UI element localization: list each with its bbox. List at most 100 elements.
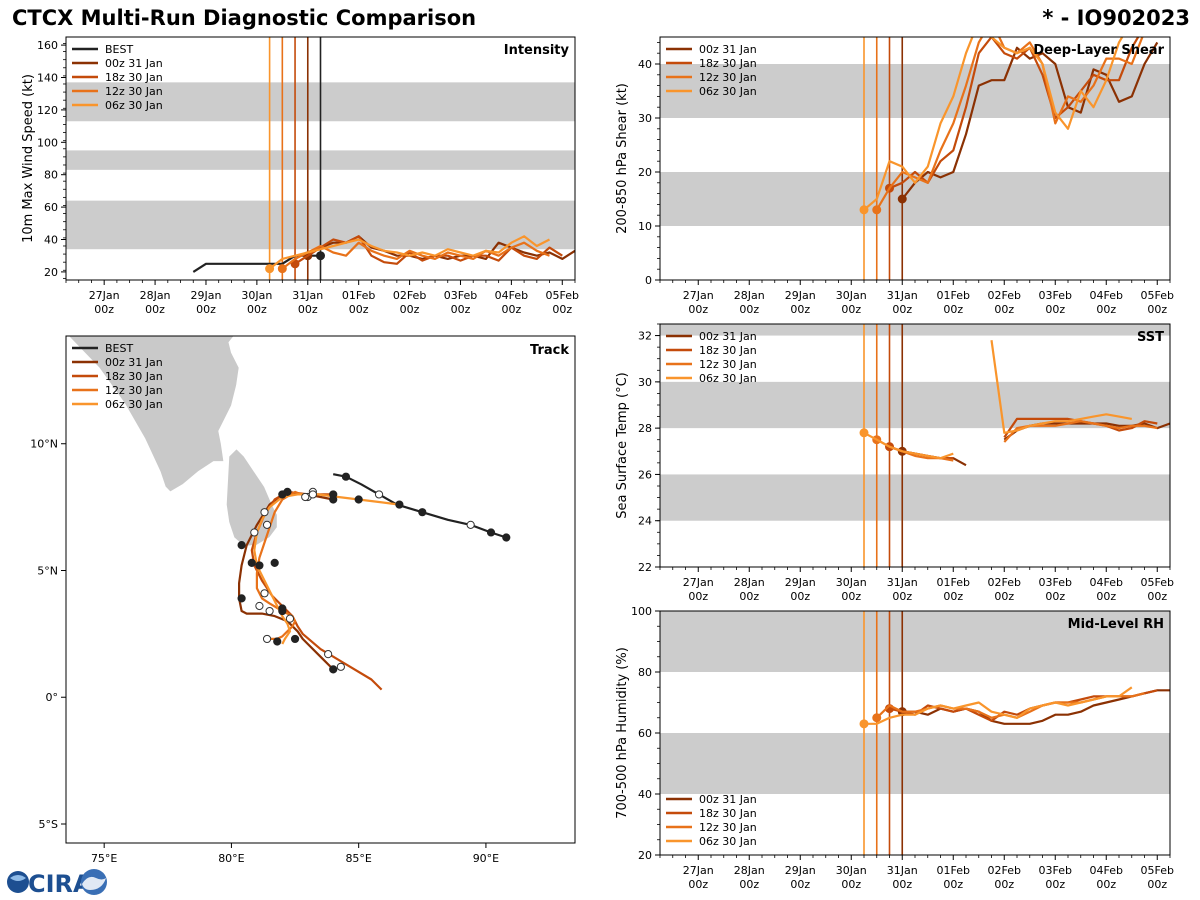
track-point-12z-30-jan-4 [270, 558, 279, 567]
legend-label-06z-30-jan: 06z 30 Jan [105, 398, 163, 411]
x-tick-label-date: 03Feb [1039, 576, 1072, 589]
x-tick-label-date: 01Feb [937, 289, 970, 302]
shear-panel: 01020304027Jan00z28Jan00z29Jan00z30Jan00… [615, 36, 1174, 316]
x-tick-label-date: 31Jan [887, 864, 918, 877]
x-tick-label-hour: 00z [1045, 590, 1065, 603]
track-point-18z-30-jan-2 [247, 558, 256, 567]
series-point-06z-30-jan-0 [859, 719, 869, 729]
series-point-12z-30-jan-0 [872, 205, 882, 215]
legend-label-best: BEST [105, 342, 133, 355]
x-tick-label-date: 28Jan [140, 289, 171, 302]
x-tick-label-hour: 00z [298, 303, 318, 316]
x-tick-label: 75°E [91, 852, 117, 865]
y-tick-label: 100 [37, 136, 58, 149]
legend-label-12z-30-jan: 12z 30 Jan [105, 384, 163, 397]
x-tick-label-hour: 00z [1147, 590, 1167, 603]
y-tick-label: 100 [631, 605, 652, 618]
legend-label-06z-30-jan: 06z 30 Jan [699, 372, 757, 385]
x-tick-label-date: 02Feb [393, 289, 426, 302]
band-2 [660, 324, 1170, 336]
x-tick-label-hour: 00z [196, 303, 216, 316]
x-tick-label-hour: 00z [841, 590, 861, 603]
x-tick-label-date: 27Jan [89, 289, 120, 302]
x-tick-label-date: 04Feb [495, 289, 528, 302]
series-line-18z-30-jan [889, 37, 1140, 190]
x-tick-label-date: 27Jan [683, 289, 714, 302]
plot-area [66, 37, 575, 280]
track-point-06z-30-jan-3 [260, 508, 269, 517]
y-axis-label: Sea Surface Temp (°C) [615, 372, 630, 519]
y-tick-label: 40 [638, 58, 652, 71]
panel-title: Track [530, 343, 569, 358]
rh-panel: 2040608010027Jan00z28Jan00z29Jan00z30Jan… [615, 605, 1174, 891]
x-tick-label-hour: 00z [790, 303, 810, 316]
track-point-12z-30-jan-3 [262, 634, 272, 644]
y-tick-label: 10 [638, 220, 652, 233]
x-tick-label-date: 29Jan [785, 576, 816, 589]
x-tick-label-hour: 00z [841, 878, 861, 891]
series-line-06z-30-jan [268, 235, 551, 270]
y-tick-label: 20 [44, 266, 58, 279]
y-tick-label: 30 [638, 376, 652, 389]
panel-title: Intensity [504, 43, 570, 58]
x-tick-label-hour: 00z [892, 590, 912, 603]
x-tick-label-date: 04Feb [1090, 864, 1123, 877]
x-tick-label: 80°E [218, 852, 244, 865]
series-line-18z-30-jan [889, 689, 1158, 722]
y-tick-label: 24 [638, 515, 652, 528]
track-line-12z-30-jan [255, 490, 309, 640]
series-line-best [192, 254, 321, 273]
y-tick-label: 22 [638, 561, 652, 574]
series-line-00z-31-jan [901, 41, 1159, 200]
legend-label-00z-31-jan: 00z 31 Jan [699, 330, 757, 343]
x-tick-label-date: 05Feb [546, 289, 579, 302]
x-tick-label-hour: 00z [349, 303, 369, 316]
panel-title: Mid-Level RH [1068, 617, 1164, 632]
x-tick-label-date: 30Jan [836, 289, 867, 302]
x-tick-label-hour: 00z [790, 878, 810, 891]
track-point-best-3 [418, 508, 427, 517]
x-tick-label-date: 27Jan [683, 576, 714, 589]
track-point-06z-30-jan-0 [395, 500, 404, 509]
y-tick-label: 0° [46, 691, 59, 704]
x-tick-label-hour: 00z [688, 590, 708, 603]
x-tick-label-hour: 00z [552, 303, 572, 316]
y-tick-label: 26 [638, 468, 652, 481]
x-tick-label-date: 31Jan [887, 289, 918, 302]
y-tick-label: 20 [638, 849, 652, 862]
track-point-best-5 [341, 472, 351, 481]
x-tick-label-date: 02Feb [988, 289, 1021, 302]
y-tick-label: 140 [37, 72, 58, 85]
x-tick-label-date: 01Feb [937, 864, 970, 877]
x-tick-label-hour: 00z [739, 303, 759, 316]
x-tick-label-hour: 00z [501, 303, 521, 316]
band-1 [660, 64, 1170, 118]
x-tick-label-hour: 00z [1147, 303, 1167, 316]
x-tick-label-date: 29Jan [785, 864, 816, 877]
track-point-00z-31-jan-5 [290, 634, 300, 644]
track-point-12z-30-jan-2 [265, 606, 274, 616]
track-point-18z-30-jan-5 [273, 637, 282, 646]
track-point-best-0 [502, 533, 511, 542]
track-point-best-4 [374, 490, 384, 499]
y-tick-label: 5°N [37, 564, 58, 577]
track-point-06z-30-jan-7 [285, 614, 295, 623]
x-tick-label-hour: 00z [400, 303, 420, 316]
x-tick-label-date: 03Feb [1039, 864, 1072, 877]
y-tick-label: 120 [37, 104, 58, 117]
track-point-06z-30-jan-1 [354, 495, 363, 504]
x-tick-label-date: 27Jan [683, 864, 714, 877]
y-tick-label: 28 [638, 422, 652, 435]
track-point-06z-30-jan-4 [250, 528, 259, 537]
legend-label-12z-30-jan: 12z 30 Jan [105, 85, 163, 98]
x-tick-label-date: 04Feb [1090, 576, 1123, 589]
y-tick-label: 0 [645, 274, 652, 287]
y-tick-label: 160 [37, 39, 58, 52]
y-tick-label: 60 [44, 201, 58, 214]
x-tick-label-date: 30Jan [241, 289, 272, 302]
track-point-06z-30-jan-6 [255, 601, 264, 611]
legend-label-00z-31-jan: 00z 31 Jan [105, 57, 163, 70]
track-point-06z-30-jan-8 [324, 650, 333, 659]
cira-logo: CIRA [7, 869, 107, 898]
x-tick-label-date: 31Jan [887, 576, 918, 589]
